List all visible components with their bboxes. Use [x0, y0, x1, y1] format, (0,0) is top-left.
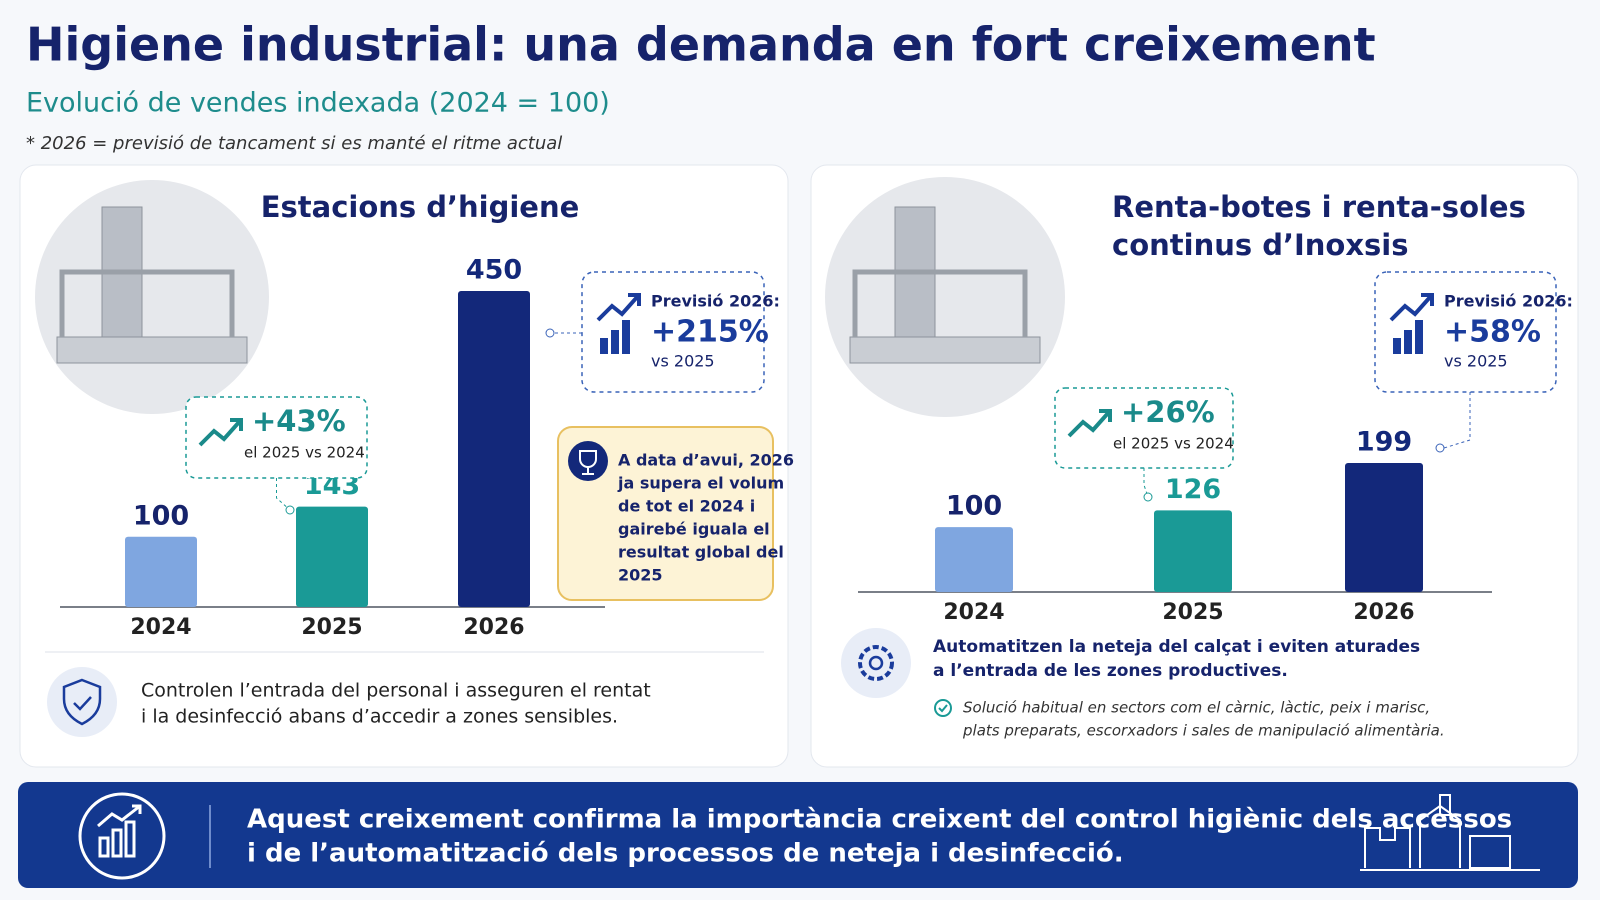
description: a l’entrada de les zones productives.	[933, 661, 1288, 681]
sector-note: plats preparats, escorxadors i sales de …	[962, 722, 1445, 740]
growth-label: el 2025 vs 2024	[1113, 435, 1234, 453]
panel-title: Estacions d’higiene	[261, 190, 580, 224]
value-label: 100	[133, 500, 189, 531]
connector-dot	[1435, 443, 1445, 453]
forecast-value: +215%	[651, 315, 769, 350]
check-icon	[938, 704, 948, 713]
bar	[458, 291, 530, 607]
bar	[296, 506, 368, 607]
connector-dot	[545, 328, 555, 338]
trend-icon	[628, 293, 641, 306]
footer-text: i de l’automatització dels processos de …	[247, 839, 1124, 869]
gear-icon	[868, 655, 884, 671]
trend-icon	[1389, 294, 1433, 322]
highlight-text: resultat global del	[618, 543, 784, 562]
highlight-text: ja supera el volum	[617, 474, 784, 493]
machine-rail	[852, 269, 1028, 337]
highlight-text: 2025	[618, 566, 663, 585]
forecast-heading: Previsió 2026:	[1444, 292, 1573, 311]
growth-value: +26%	[1121, 395, 1215, 429]
machine-base	[56, 336, 248, 364]
trend-icon	[1421, 293, 1434, 306]
x-tick-label: 2025	[1162, 600, 1223, 625]
forecast-callout	[1374, 271, 1557, 393]
x-tick-label: 2024	[130, 615, 191, 640]
footer-icon	[78, 792, 166, 880]
x-tick-label: 2024	[943, 600, 1004, 625]
connector-dot	[1143, 492, 1153, 502]
forecast-value: +58%	[1444, 315, 1541, 350]
bars-icon	[1415, 320, 1423, 354]
factory-icon	[1360, 794, 1540, 871]
x-tick-label: 2026	[463, 615, 524, 640]
trend-icon	[596, 294, 640, 322]
machine-base	[849, 336, 1041, 364]
desc-icon-bg	[841, 628, 911, 698]
page-title: Higiene industrial: una demanda en fort …	[26, 18, 1376, 72]
growth-value: +43%	[252, 404, 346, 438]
machine-body	[101, 206, 143, 358]
check-icon	[934, 699, 952, 717]
bar	[1345, 463, 1423, 592]
trophy-icon	[568, 441, 608, 481]
value-label: 199	[1356, 427, 1412, 458]
trend-icon	[198, 419, 242, 447]
value-label: 126	[1165, 474, 1221, 505]
description: Controlen l’entrada del personal i asseg…	[141, 680, 651, 702]
trend-icon	[1067, 410, 1111, 438]
highlight-text: A data d’avui, 2026	[618, 451, 794, 470]
machine-rail	[59, 269, 235, 337]
highlight-text: gairebé iguala el	[618, 520, 770, 539]
footer-text: Aquest creixement confirma la importànci…	[247, 805, 1512, 835]
value-label: 100	[946, 491, 1002, 522]
trophy-icon	[579, 450, 597, 475]
forecast-heading: Previsió 2026:	[651, 292, 780, 311]
page-note: * 2026 = previsió de tancament si es man…	[26, 133, 562, 154]
panel-title: Renta-botes i renta-soles	[1112, 190, 1526, 224]
shield-icon	[62, 678, 102, 726]
forecast-label: vs 2025	[1444, 352, 1508, 371]
connector	[276, 478, 291, 511]
footer-band	[18, 782, 1578, 888]
gear-icon	[858, 645, 894, 681]
bar	[935, 527, 1013, 592]
highlight-box	[557, 426, 774, 601]
value-label: 450	[466, 255, 522, 286]
product-photo	[825, 177, 1065, 417]
connector	[1443, 392, 1471, 449]
panel-title: continus d’Inoxsis	[1112, 228, 1409, 262]
bars-icon	[1393, 338, 1401, 354]
bars-icon	[1404, 330, 1412, 354]
x-tick-label: 2025	[301, 615, 362, 640]
bar	[125, 536, 197, 607]
bars-icon	[622, 320, 630, 354]
growth-label: el 2025 vs 2024	[244, 444, 365, 462]
page-subtitle: Evolució de vendes indexada (2024 = 100)	[26, 88, 610, 119]
bar	[1154, 510, 1232, 592]
bars-icon	[611, 330, 619, 354]
x-tick-label: 2026	[1353, 600, 1414, 625]
growth-callout	[185, 396, 368, 479]
description: i la desinfecció abans d’accedir a zones…	[141, 706, 618, 728]
desc-icon-bg	[47, 667, 117, 737]
trend-icon	[1099, 409, 1112, 422]
machine-body	[894, 206, 936, 358]
description: Automatitzen la neteja del calçat i evit…	[933, 637, 1420, 657]
sector-note: Solució habitual en sectors com el càrni…	[963, 699, 1430, 717]
highlight-text: de tot el 2024 i	[618, 497, 755, 516]
connector-dot	[285, 505, 295, 515]
bars-icon	[600, 338, 608, 354]
forecast-callout	[581, 271, 765, 393]
trend-icon	[230, 418, 243, 431]
forecast-label: vs 2025	[651, 352, 715, 371]
